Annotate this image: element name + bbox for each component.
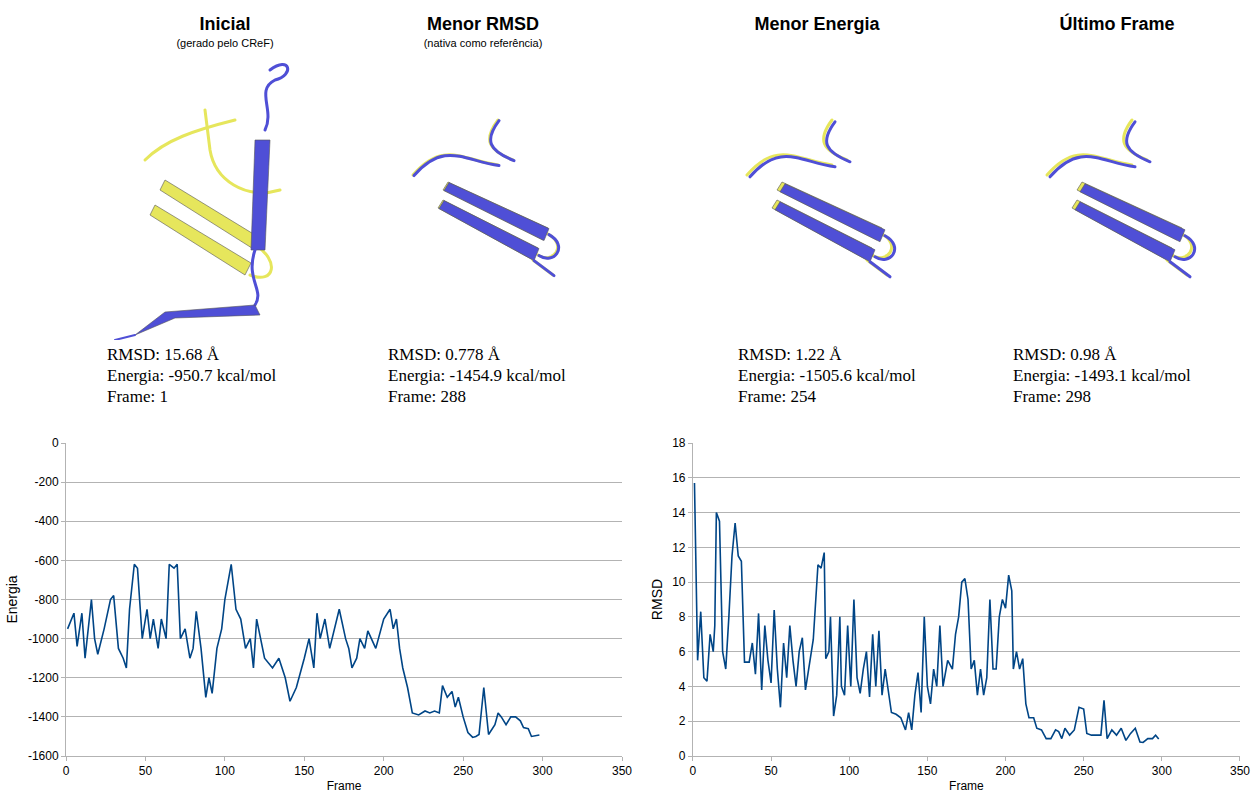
html-text:RMSD: 0.778 Å: RMSD: 0.778 Å	[388, 345, 500, 364]
svg-text:300: 300	[1152, 764, 1172, 778]
svg-text:150: 150	[294, 764, 314, 778]
html-text:Menor RMSD: Menor RMSD	[427, 14, 539, 34]
svg-text:-1600: -1600	[28, 749, 59, 763]
svg-text:150: 150	[917, 764, 937, 778]
svg-text:6: 6	[679, 645, 686, 659]
html-text:(gerado pelo CReF): (gerado pelo CReF)	[176, 37, 274, 49]
html-text:Energia: -1454.9 kcal/mol: Energia: -1454.9 kcal/mol	[388, 366, 566, 385]
svg-text:300: 300	[533, 764, 553, 778]
svg-text:-200: -200	[35, 475, 59, 489]
svg-text:-1000: -1000	[28, 632, 59, 646]
html-text:Frame: 254: Frame: 254	[738, 387, 816, 406]
svg-text:0: 0	[63, 764, 70, 778]
svg-text:12: 12	[672, 541, 686, 555]
html-text:(nativa como referência): (nativa como referência)	[423, 37, 543, 49]
svg-text:Frame: Frame	[949, 779, 984, 793]
html-text:Energia: -1505.6 kcal/mol: Energia: -1505.6 kcal/mol	[738, 366, 916, 385]
svg-text:14: 14	[672, 506, 686, 520]
html-text:RMSD: 15.68 Å: RMSD: 15.68 Å	[107, 345, 219, 364]
html-text:Inicial: Inicial	[199, 14, 251, 34]
svg-text:250: 250	[453, 764, 473, 778]
svg-text:Frame: Frame	[327, 779, 362, 793]
svg-text:50: 50	[139, 764, 153, 778]
svg-text:100: 100	[839, 764, 859, 778]
html-text:RMSD: 0.98 Å: RMSD: 0.98 Å	[1013, 345, 1117, 364]
svg-text:350: 350	[1230, 764, 1250, 778]
svg-text:RMSD: RMSD	[649, 579, 665, 620]
svg-text:-400: -400	[35, 514, 59, 528]
html-text:Frame: 298: Frame: 298	[1013, 387, 1091, 406]
svg-text:-1200: -1200	[28, 671, 59, 685]
html-text:Menor Energia: Menor Energia	[754, 14, 880, 34]
svg-text:200: 200	[996, 764, 1016, 778]
svg-text:8: 8	[679, 610, 686, 624]
svg-text:50: 50	[764, 764, 778, 778]
html-text:Frame: 288: Frame: 288	[388, 387, 466, 406]
svg-text:0: 0	[52, 436, 59, 450]
svg-text:-600: -600	[35, 554, 59, 568]
html-text:RMSD: 1.22 Å: RMSD: 1.22 Å	[738, 345, 842, 364]
svg-text:100: 100	[215, 764, 235, 778]
html-text:Último Frame: Último Frame	[1059, 14, 1175, 34]
html-text:Frame: 1: Frame: 1	[107, 387, 168, 406]
svg-text:0: 0	[679, 749, 686, 763]
svg-text:2: 2	[679, 714, 686, 728]
html-text:Energia: -1493.1 kcal/mol: Energia: -1493.1 kcal/mol	[1013, 366, 1191, 385]
svg-text:18: 18	[672, 436, 686, 450]
svg-text:16: 16	[672, 471, 686, 485]
svg-text:4: 4	[679, 680, 686, 694]
svg-text:200: 200	[374, 764, 394, 778]
svg-text:250: 250	[1074, 764, 1094, 778]
svg-text:0: 0	[690, 764, 697, 778]
svg-text:-800: -800	[35, 593, 59, 607]
svg-text:10: 10	[672, 575, 686, 589]
svg-text:350: 350	[612, 764, 632, 778]
html-text:Energia: -950.7 kcal/mol: Energia: -950.7 kcal/mol	[107, 366, 277, 385]
svg-text:-1400: -1400	[28, 710, 59, 724]
svg-text:Energia: Energia	[4, 575, 20, 623]
